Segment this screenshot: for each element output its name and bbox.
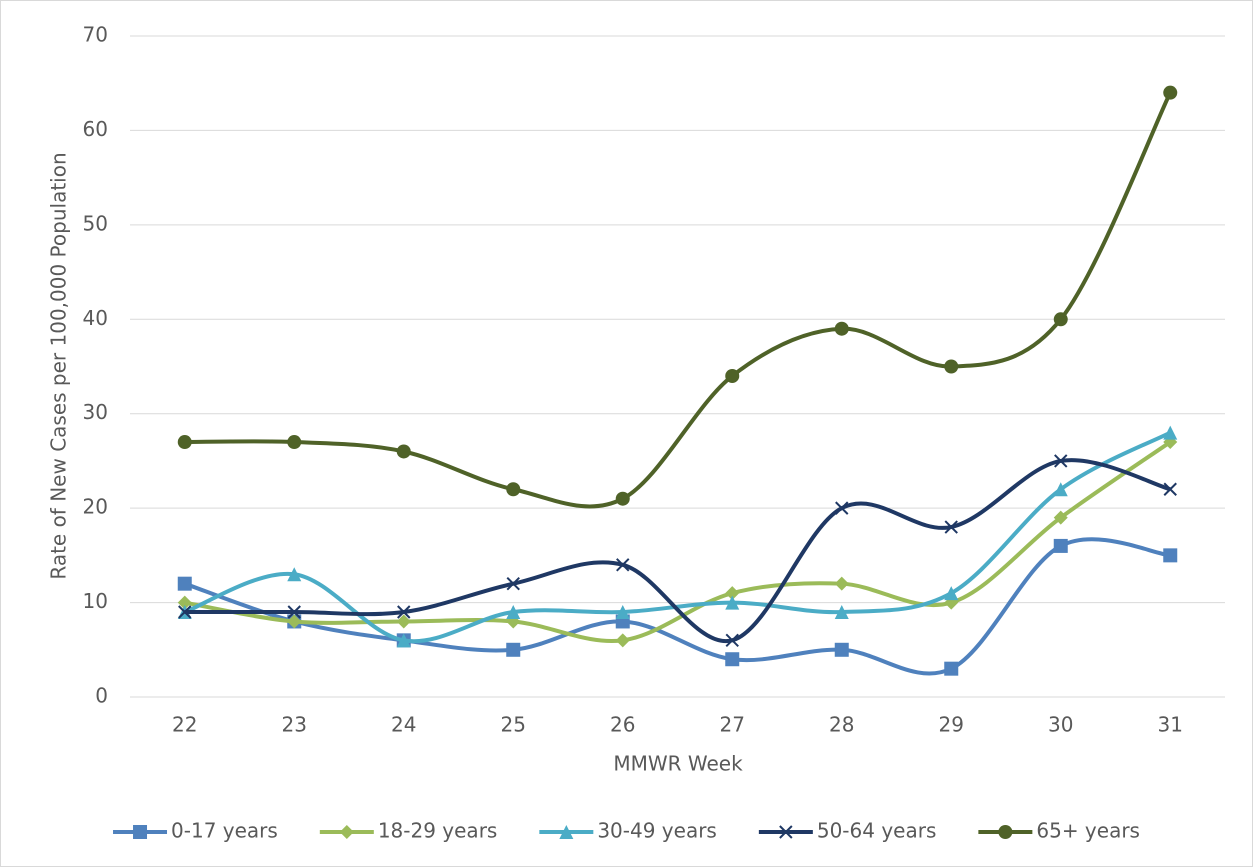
y-axis-title: Rate of New Cases per 100,000 Population	[47, 152, 71, 579]
marker	[834, 576, 849, 591]
marker	[1053, 312, 1068, 327]
marker	[506, 605, 521, 620]
x-tick-label: 23	[282, 713, 307, 737]
marker	[725, 633, 739, 648]
marker	[178, 605, 192, 619]
marker	[944, 520, 958, 534]
series-line	[184, 458, 1171, 644]
marker	[396, 614, 411, 629]
marker	[725, 652, 740, 667]
x-tick-label: 29	[939, 713, 964, 737]
x-tick-label: 22	[172, 713, 197, 737]
legend-label: 65+ years	[1036, 819, 1140, 843]
legend: 0-17 years 18-29 years 30-49 years 50-64 ye…	[113, 819, 1140, 843]
marker	[133, 825, 148, 839]
y-tick-label: 40	[83, 306, 108, 330]
marker	[944, 661, 959, 676]
x-tick-label: 27	[720, 713, 745, 737]
marker	[559, 825, 574, 839]
marker	[725, 595, 740, 610]
x-tick-label: 31	[1158, 713, 1183, 737]
x-tick-label: 26	[610, 713, 635, 737]
legend-label: 0-17 years	[171, 819, 278, 843]
marker	[615, 605, 630, 620]
marker	[1163, 425, 1178, 440]
marker	[287, 614, 302, 629]
marker	[616, 558, 630, 572]
marker	[506, 642, 521, 657]
x-tick-label: 24	[391, 713, 416, 737]
marker	[397, 605, 411, 619]
marker	[944, 359, 959, 374]
series-line	[184, 430, 1172, 644]
marker	[725, 586, 740, 601]
marker	[506, 482, 521, 497]
marker	[506, 576, 520, 591]
series-line	[184, 91, 1173, 509]
series-line	[184, 440, 1172, 644]
x-tick-label: 28	[829, 713, 854, 737]
y-tick-label: 20	[83, 495, 108, 519]
marker	[998, 825, 1013, 839]
marker	[779, 825, 793, 839]
marker	[1053, 510, 1068, 525]
y-tick-label: 0	[95, 684, 108, 708]
x-tick-label: 25	[501, 713, 526, 737]
marker	[944, 586, 959, 601]
marker	[396, 633, 411, 648]
y-tick-label: 50	[83, 211, 108, 235]
x-axis-title: MMWR Week	[613, 752, 743, 776]
marker	[287, 435, 302, 450]
marker	[615, 491, 630, 506]
marker	[1163, 482, 1177, 496]
marker	[339, 825, 354, 839]
y-tick-label: 30	[83, 400, 108, 424]
marker	[177, 435, 192, 450]
marker	[1053, 538, 1068, 553]
marker	[287, 567, 302, 582]
y-tick-label: 10	[83, 589, 108, 613]
marker	[834, 605, 849, 620]
legend-label: 30-49 years	[597, 819, 717, 843]
marker	[725, 368, 740, 383]
legend-label: 50-64 years	[817, 819, 937, 843]
marker	[177, 576, 192, 591]
marker	[177, 595, 192, 610]
marker	[1163, 85, 1178, 100]
marker	[1053, 482, 1068, 497]
y-tick-label: 70	[83, 23, 108, 47]
marker	[615, 633, 630, 648]
marker	[287, 605, 301, 619]
marker	[1054, 454, 1068, 468]
x-tick-label: 30	[1048, 713, 1073, 737]
series-line	[184, 537, 1171, 676]
marker	[1163, 548, 1178, 563]
marker	[835, 501, 849, 515]
legend-label: 18-29 years	[378, 819, 498, 843]
marker	[834, 321, 849, 336]
marker	[396, 444, 411, 459]
y-tick-label: 60	[83, 117, 108, 141]
marker	[834, 642, 849, 657]
